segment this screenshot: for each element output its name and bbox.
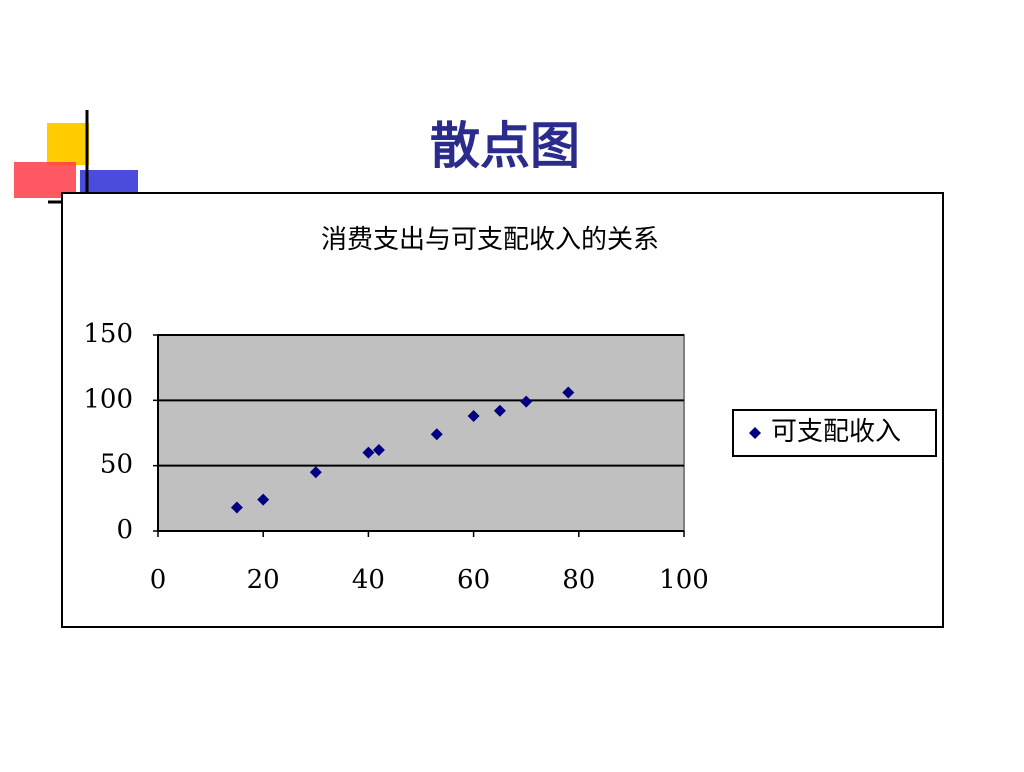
scatter-point — [467, 410, 480, 423]
y-tick-label: 150 — [83, 319, 133, 349]
scatter-point — [372, 443, 385, 456]
decor-blue — [80, 170, 138, 192]
y-tick-label: 0 — [116, 515, 133, 545]
legend-label: 可支配收入 — [771, 417, 901, 447]
x-tick-label: 20 — [247, 565, 280, 595]
x-tick-label: 100 — [659, 565, 709, 595]
legend-marker — [749, 427, 761, 439]
scatter-point — [562, 386, 575, 399]
chart-title: 消费支出与可支配收入的关系 — [321, 225, 659, 255]
legend-box — [732, 409, 937, 457]
decor-yellow — [47, 123, 89, 165]
slide-title: 散点图 — [430, 116, 580, 175]
x-tick-label: 40 — [352, 565, 385, 595]
x-tick-label: 60 — [457, 565, 490, 595]
x-tick-label: 0 — [150, 565, 167, 595]
scatter-point — [309, 466, 322, 479]
scatter-point — [493, 404, 506, 417]
scatter-point — [430, 428, 443, 441]
scatter-point — [257, 493, 270, 506]
x-tick-label: 80 — [562, 565, 595, 595]
scatter-point — [230, 501, 243, 514]
y-tick-label: 50 — [100, 450, 133, 480]
scatter-point — [520, 395, 533, 408]
scatter-point — [362, 446, 375, 459]
y-tick-label: 100 — [83, 384, 133, 414]
